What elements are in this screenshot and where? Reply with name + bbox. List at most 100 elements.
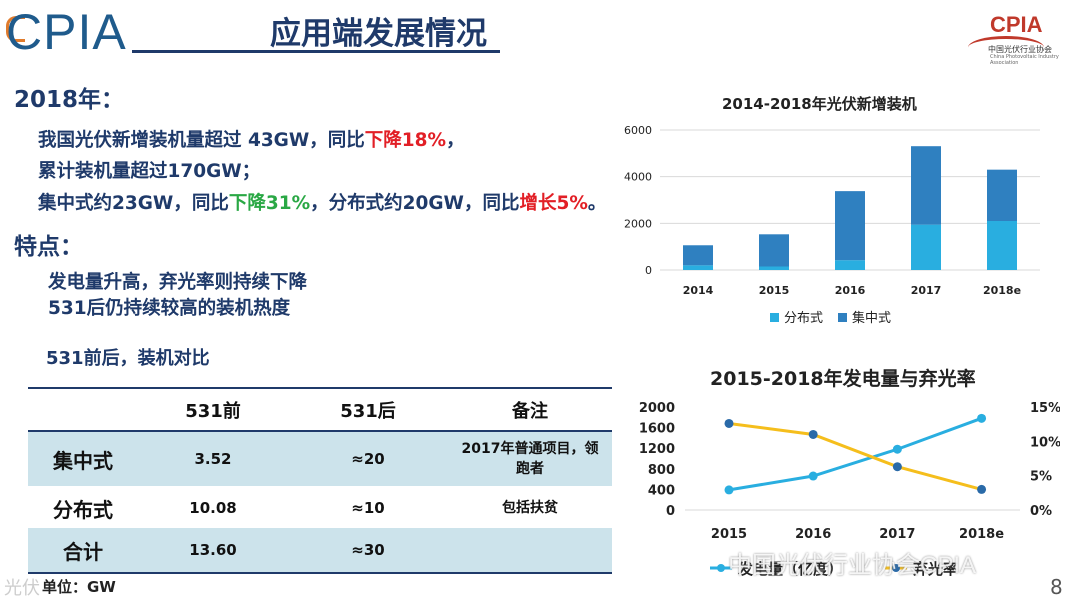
intro-line-1-end: ，	[446, 130, 465, 151]
chart2-point-generation	[977, 413, 987, 423]
table-header-row: 531前 531后 备注	[28, 387, 612, 432]
chart2-legend-label: 弃光率	[913, 560, 958, 578]
chart2-legend-label: 发电量（亿度）	[737, 560, 843, 578]
chart1-svg: 0 2000 4000 6000 2014 2015 2016 2017 2018e 分布式 集中式	[624, 124, 1040, 326]
intro-line-3: 集中式约23GW，同比下降31%，分布式约20GW，同比增长5%。	[38, 189, 606, 215]
chart2-y-right-tick: 5%	[1030, 470, 1052, 485]
features-heading: 特点：	[14, 234, 83, 260]
chart2-y-right-tick: 10%	[1030, 435, 1060, 450]
chart2-svg: 0 400 800 1200 1600 2000 0% 5% 10% 15% 2015 2016 201…	[639, 401, 1060, 578]
chart2-point-generation	[724, 485, 734, 495]
cell-note: 包括扶贫	[448, 487, 612, 528]
chart1-y-tick: 4000	[624, 171, 652, 184]
watermark-text: 中国光伏行业协会CPIA	[728, 552, 977, 579]
feature-item-1: 发电量升高，弃光率则持续下降	[48, 272, 308, 293]
intro-line-1-text: 我国光伏新增装机量超过 43GW，同比	[38, 130, 365, 151]
row-label: 合计	[28, 528, 138, 574]
cell-before: 3.52	[138, 431, 288, 488]
table-row: 集中式 3.52 ≈20 2017年普通项目，领跑者	[28, 431, 612, 488]
chart2-y-left-tick: 1600	[639, 422, 675, 437]
chart1-bar-centralized	[835, 191, 865, 261]
chart2-y-right-tick: 15%	[1030, 401, 1060, 416]
chart2-y-right-tick: 0%	[1030, 504, 1052, 519]
cpia-logo-subtitle: 中国光伏行业协会	[988, 45, 1052, 54]
chart1-y-tick: 2000	[624, 217, 652, 230]
chart2-x-tick: 2015	[711, 527, 747, 542]
table-row: 合计 13.60 ≈30	[28, 528, 612, 574]
chart1-bar-distributed	[759, 266, 789, 270]
row-label: 分布式	[28, 487, 138, 528]
chart1-title: 2014-2018年光伏新增装机	[722, 95, 917, 113]
chart1-legend-label: 集中式	[852, 310, 891, 326]
compare-title: 531前后，装机对比	[46, 348, 210, 369]
cell-after: ≈30	[288, 528, 448, 574]
chart1-bar-distributed	[835, 260, 865, 270]
chart2-series-line-curtailment	[728, 421, 982, 491]
chart1-x-tick: 2015	[759, 284, 790, 297]
chart2-y-left-tick: 1200	[639, 442, 675, 457]
chart1-x-tick: 2018e	[983, 284, 1021, 297]
cell-before: 10.08	[138, 487, 288, 528]
title-underline	[132, 50, 500, 53]
comparison-table: 531前 531后 备注 集中式 3.52 ≈20 2017年普通项目，领跑者 …	[28, 387, 612, 574]
chart2-point-curtailment	[892, 462, 902, 472]
chart2-y-left-tick: 2000	[639, 401, 675, 416]
chart2-y-left-tick: 0	[666, 504, 675, 519]
chart1-bar-centralized	[987, 169, 1017, 221]
cell-after: ≈10	[288, 487, 448, 528]
intro-line-1: 我国光伏新增装机量超过 43GW，同比下降18%，	[38, 126, 465, 152]
chart2-point-generation	[892, 444, 902, 454]
chart1-legend-swatch	[838, 313, 847, 322]
year-heading: 2018年：	[14, 87, 125, 113]
page-number: 8	[1050, 575, 1063, 599]
chart2-x-tick: 2017	[879, 527, 915, 542]
chart2-point-curtailment	[808, 429, 818, 439]
intro-line-3-end: 。	[587, 193, 607, 214]
row-label: 集中式	[28, 431, 138, 488]
feature-item-2: 531后仍持续较高的装机热度	[48, 298, 291, 319]
cpia-logo-mark-icon	[6, 16, 25, 42]
chart2-y-left-tick: 400	[648, 483, 675, 498]
chart1-y-tick: 0	[645, 264, 652, 277]
intro-line-2: 累计装机量超过170GW；	[38, 161, 261, 182]
table-header-cell	[28, 387, 138, 432]
intro-line-3-text-b: ，分布式约20GW，同比	[310, 193, 520, 214]
chart2-point-curtailment	[724, 418, 734, 428]
intro-line-3-text-a: 集中式约23GW，同比	[38, 193, 229, 214]
slide-title: 应用端发展情况	[270, 16, 487, 52]
chart1-legend-swatch	[770, 313, 779, 322]
cell-after: ≈20	[288, 431, 448, 488]
intro-line-3-decline: 下降31%	[228, 193, 311, 214]
cell-note: 2017年普通项目，领跑者	[448, 431, 612, 488]
intro-line-1-decline: 下降18%	[364, 130, 447, 151]
cpia-arc-icon	[968, 36, 1044, 59]
watermark-left: 光伏	[4, 578, 40, 599]
chart2-point-generation	[808, 471, 818, 481]
chart1-bar-distributed	[683, 265, 713, 270]
table-row: 分布式 10.08 ≈10 包括扶贫	[28, 487, 612, 528]
chart2-x-tick: 2016	[795, 527, 831, 542]
chart1-bar-centralized	[683, 245, 713, 266]
chart1-y-tick: 6000	[624, 124, 652, 137]
table-header-cell: 531后	[288, 387, 448, 432]
unit-label: 单位：GW	[42, 578, 116, 596]
table-header-cell: 531前	[138, 387, 288, 432]
chart2-legend-marker	[717, 564, 725, 572]
cell-note-text: 2017年普通项目，领跑者	[461, 441, 599, 477]
cpia-logo-subtitle-en: China Photovoltaic Industry Association	[990, 54, 1059, 66]
chart1-x-tick: 2014	[683, 284, 714, 297]
cell-before: 13.60	[138, 528, 288, 574]
cpia-logo-right: CPIA	[990, 12, 1043, 37]
chart2-point-curtailment	[977, 484, 987, 494]
chart2-x-tick: 2018e	[959, 527, 1004, 542]
chart2-series-line-generation	[728, 416, 983, 492]
chart1-x-tick: 2017	[911, 284, 942, 297]
chart1-bar-centralized	[911, 146, 941, 225]
chart2-title: 2015-2018年发电量与弃光率	[710, 368, 976, 390]
table-header-cell: 备注	[448, 387, 612, 432]
intro-line-3-growth: 增长5%	[519, 193, 588, 214]
chart1-bar-centralized	[759, 234, 789, 267]
chart1-x-tick: 2016	[835, 284, 866, 297]
chart1-legend-label: 分布式	[784, 311, 823, 326]
chart1-bar-distributed	[987, 221, 1017, 270]
